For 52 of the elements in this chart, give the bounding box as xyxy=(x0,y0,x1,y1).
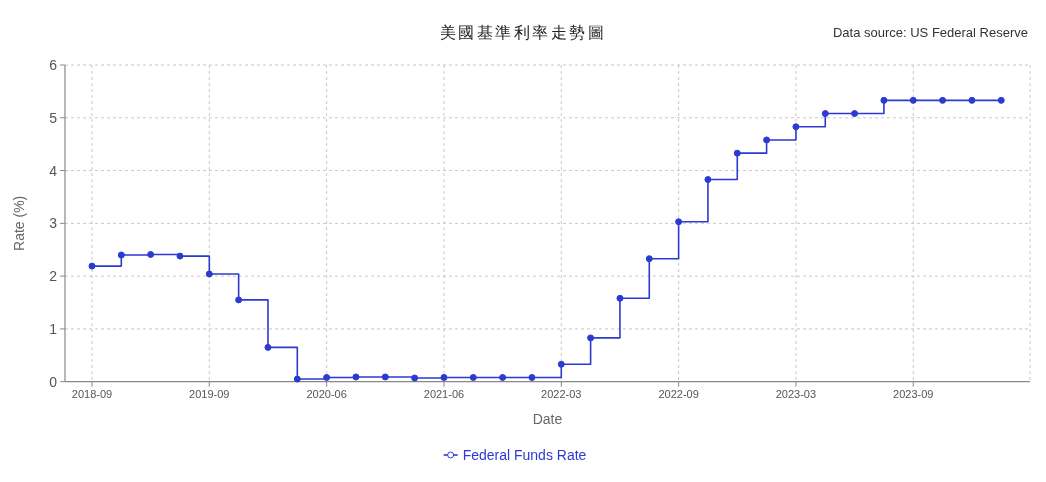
y-tick-label: 4 xyxy=(49,162,58,179)
source-note: Data source: US Federal Reserve xyxy=(832,25,1028,40)
point xyxy=(88,262,96,270)
x-tick-label: 2023-03 xyxy=(775,387,817,400)
point xyxy=(968,96,976,104)
y-tick-label: 0 xyxy=(49,373,58,390)
point xyxy=(235,296,243,304)
point xyxy=(117,251,125,259)
point xyxy=(440,373,448,381)
x-tick-label: 2020-06 xyxy=(306,387,347,400)
point xyxy=(587,334,595,342)
y-axis-title: Rate (%) xyxy=(11,195,27,251)
point xyxy=(616,294,624,302)
point xyxy=(645,255,653,263)
x-tick-label: 2022-03 xyxy=(541,387,582,400)
point xyxy=(528,373,536,381)
y-tick-label: 1 xyxy=(49,320,58,337)
x-tick-label: 2018-09 xyxy=(71,387,113,400)
point xyxy=(381,373,389,381)
point xyxy=(469,373,477,381)
point xyxy=(997,96,1005,104)
point xyxy=(352,373,360,381)
chart-title: 美國基準利率走勢圖 xyxy=(439,24,607,41)
point xyxy=(733,149,741,157)
point xyxy=(205,270,213,278)
y-tick-label: 5 xyxy=(49,109,58,126)
point xyxy=(147,250,155,258)
point xyxy=(909,96,917,104)
x-tick-label: 2023-09 xyxy=(893,387,934,400)
point xyxy=(411,374,419,382)
point xyxy=(557,360,565,368)
point xyxy=(499,373,507,381)
point xyxy=(704,176,712,184)
point xyxy=(763,136,771,144)
point xyxy=(939,96,947,104)
y-tick-label: 3 xyxy=(49,215,58,232)
point xyxy=(293,375,301,383)
point xyxy=(176,252,184,260)
y-tick-label: 2 xyxy=(49,268,58,285)
point xyxy=(880,96,888,104)
point xyxy=(323,373,331,381)
point xyxy=(851,110,859,118)
point xyxy=(821,110,829,118)
x-tick-label: 2019-09 xyxy=(189,387,230,400)
legend: Federal Funds Rate xyxy=(442,447,587,463)
y-tick-label: 6 xyxy=(49,57,58,73)
point xyxy=(675,218,683,226)
x-tick-label: 2021-06 xyxy=(423,387,465,400)
point xyxy=(792,123,800,131)
point xyxy=(264,343,272,351)
x-axis-title: Date xyxy=(532,411,563,427)
x-tick-label: 2022-09 xyxy=(658,387,699,400)
